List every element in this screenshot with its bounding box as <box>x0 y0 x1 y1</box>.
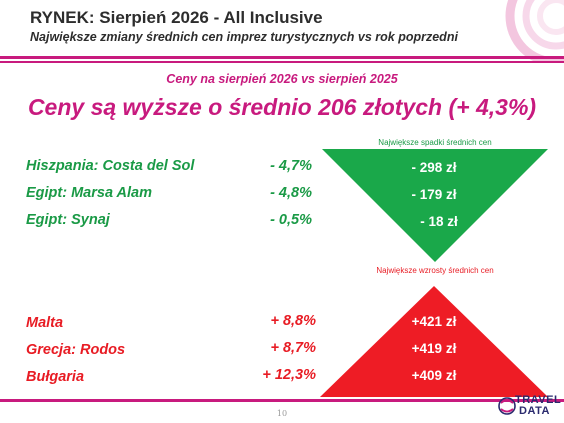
header-divider-thin <box>0 61 564 63</box>
decrease-percent-2: - 4,8% <box>270 185 312 201</box>
decrease-amount-1: - 298 zł <box>411 160 457 175</box>
page-title: RYNEK: Sierpień 2026 - All Inclusive <box>30 8 323 27</box>
increase-percent-1: + 8,8% <box>270 313 316 329</box>
logo-text-data: DATA <box>519 405 550 417</box>
increase-percent-3: + 12,3% <box>262 367 316 383</box>
increase-amount-2: +419 zł <box>411 341 457 356</box>
decrease-percent-1: - 4,7% <box>270 158 312 174</box>
decreases-caption: Największe spadki średnich cen <box>378 138 492 147</box>
decrease-destination-3: Egipt: Synaj <box>26 212 110 228</box>
comparison-label: Ceny na sierpień 2026 vs sierpień 2025 <box>166 72 398 86</box>
increase-amount-1: +421 zł <box>411 314 457 329</box>
decrease-amount-2: - 179 zł <box>411 187 457 202</box>
decrease-percent-3: - 0,5% <box>270 212 312 228</box>
page-number: 10 <box>276 409 288 418</box>
decrease-destination-2: Egipt: Marsa Alam <box>26 185 152 201</box>
footer-divider <box>0 399 564 402</box>
increase-destination-1: Malta <box>26 315 64 331</box>
logo-globe-icon <box>498 397 516 415</box>
logo-text-travel: TRAVEL <box>515 394 562 406</box>
increase-amount-3: +409 zł <box>411 368 457 383</box>
header-decoration-icon <box>505 0 564 62</box>
increases-caption: Największe wzrosty średnich cen <box>376 266 494 275</box>
header-divider <box>0 56 564 59</box>
decrease-amount-3: - 18 zł <box>420 214 458 229</box>
page-subtitle: Największe zmiany średnich cen imprez tu… <box>30 30 458 44</box>
decrease-destination-1: Hiszpania: Costa del Sol <box>26 158 195 174</box>
travel-data-logo: TRAVEL DATA <box>497 394 561 420</box>
increase-percent-2: + 8,7% <box>270 340 316 356</box>
headline: Ceny są wyższe o średnio 206 złotych (+ … <box>27 94 537 120</box>
increase-destination-3: Bułgaria <box>26 369 85 385</box>
increase-destination-2: Grecja: Rodos <box>26 342 126 358</box>
